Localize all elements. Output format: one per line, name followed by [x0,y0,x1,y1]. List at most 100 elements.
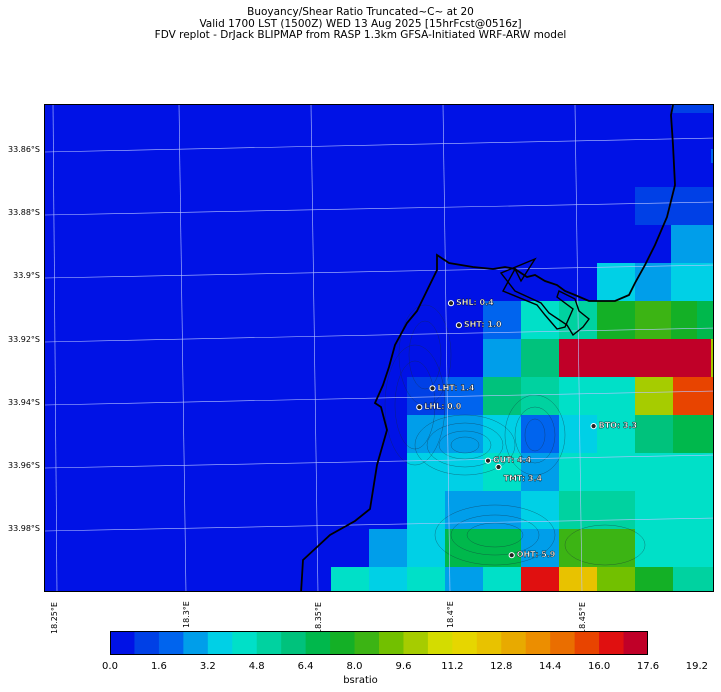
colorbar-swatch [550,631,576,655]
heatmap-cell [559,491,635,529]
station-marker [590,423,597,430]
contour-line [414,414,516,476]
contour-line [408,320,442,390]
lon-label: 18.4°E [446,601,455,628]
lon-label: 18.25°E [50,602,59,634]
colorbar-tick-label: 14.4 [539,661,562,672]
colorbar-swatch [599,631,625,655]
heatmap-cell [559,377,597,415]
station-label: SHL: 0.4 [456,298,494,307]
lat-label: 33.96°S [8,461,40,470]
station-label: BTO: 3.3 [599,421,638,430]
colorbar-swatch [330,631,356,655]
gridline-lat [45,327,713,343]
colorbar-tick-label: 3.2 [199,661,216,672]
gridline-lat [45,454,713,469]
contour-line [564,524,646,566]
contour-line [426,422,504,468]
heatmap-cell [559,453,597,491]
gridline-lon [442,105,451,591]
heatmap-cell [711,339,713,377]
lon-label: 18.45°E [578,602,587,634]
gridline-lat [45,390,713,406]
heatmap-cell [559,415,597,453]
contour-line [450,436,480,454]
map-plot-area[interactable]: SHL: 0.4 SHT: 1.0 LHT: 1.4 LHL: 0.0 GUT: 4.4… [44,104,714,592]
colorbar-swatch [281,631,307,655]
heatmap-cell [483,415,521,453]
contour-line [524,418,546,452]
colorbar-swatch [158,631,184,655]
lon-label: 18.35°E [314,602,323,634]
heatmap-cell [635,415,673,453]
heatmap-cell [635,263,671,301]
heatmap-cell [597,301,635,339]
lat-lon-grid [45,105,713,591]
terrain-contours [384,304,646,566]
station-markers: SHL: 0.4 SHT: 1.0 LHT: 1.4 LHL: 0.0 GUT: 4.4… [416,298,638,559]
colorbar-swatch [207,631,233,655]
contour-line [450,514,540,556]
heatmap-cell [331,567,369,591]
colorbar-swatch [403,631,429,655]
station-marker [416,404,423,411]
colorbar-swatch [110,631,135,655]
station-marker [508,552,515,559]
lon-label: 18.3°E [182,601,191,628]
colorbar-tick-label: 4.8 [248,661,265,672]
colorbar-tick-label: 1.6 [150,661,167,672]
colorbar-swatch [476,631,502,655]
heatmap-cell [635,377,673,415]
lat-label: 33.92°S [8,335,40,344]
station-marker [484,457,492,464]
heatmap-cell [697,301,713,339]
heatmap-cell [369,529,407,567]
heatmap-cell [407,377,445,415]
gridline-lat [45,137,713,153]
coastline [300,105,676,591]
colorbar-tick-label: 9.6 [395,661,412,672]
heatmap-cell [483,567,521,591]
gridline-lon [574,105,583,591]
heatmap-cell [521,453,559,491]
heatmap-cell [597,377,635,415]
harbour-outline [499,257,590,337]
heatmap-cell [407,491,445,529]
heatmap-cell [369,567,407,591]
heatmap-cell [671,225,713,263]
station-label: LHT: 1.4 [438,383,475,392]
contour-line [384,344,446,466]
colorbar-swatch [574,631,600,655]
heatmap-cell [673,453,713,491]
heatmap-cell [635,491,713,529]
contour-line [514,406,556,464]
heatmap-cell [483,339,521,377]
heatmap-cell [559,567,597,591]
colorbar-swatch [183,631,209,655]
contour-line [466,522,524,548]
contour-line [394,360,436,450]
gridline-lat [45,201,713,216]
station-marker [495,463,502,471]
heatmap-cell [521,301,559,339]
heatmap-cell [521,529,559,567]
heatmap-cell [407,567,445,591]
contour-line [398,304,452,406]
gridline-lon [52,105,58,591]
colorbar-tick-label: 16.0 [587,661,611,672]
heatmap-cell [635,567,673,591]
station-marker [455,322,462,329]
colorbar-swatch [427,631,453,655]
colorbar-swatch [256,631,282,655]
heatmap-cell [445,529,521,567]
heatmap-cell [671,263,713,301]
chart-title: Buoyancy/Shear Ratio Truncated~C~ at 20 [247,6,474,18]
gridline-lon [310,105,319,591]
heatmap-cell [597,453,673,491]
heatmap-cells [331,105,713,591]
colorbar-swatch [379,631,404,655]
heatmap-cell [597,567,635,591]
heatmap-cell [673,567,713,591]
colorbar-swatch [623,631,648,655]
colorbar-tick-label: 17.6 [636,661,660,672]
